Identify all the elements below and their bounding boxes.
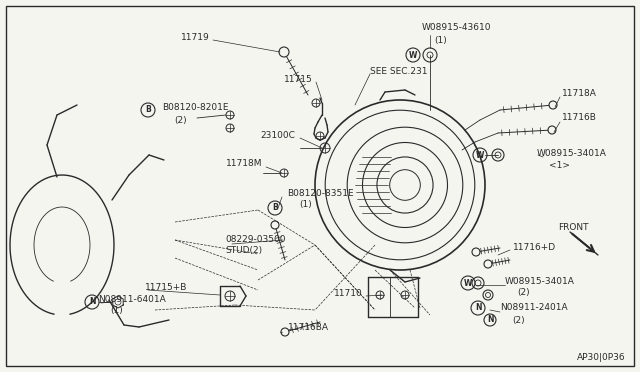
Text: (2): (2) xyxy=(517,289,530,298)
Text: (1): (1) xyxy=(110,307,123,315)
Text: 11716B: 11716B xyxy=(562,113,597,122)
Text: N08911-2401A: N08911-2401A xyxy=(500,304,568,312)
Text: W: W xyxy=(476,151,484,160)
Text: N: N xyxy=(475,304,481,312)
Text: AP30|0P36: AP30|0P36 xyxy=(577,353,626,362)
Text: 11718M: 11718M xyxy=(225,160,262,169)
Text: 11715+B: 11715+B xyxy=(145,282,188,292)
Text: W: W xyxy=(409,51,417,60)
Text: 23100C: 23100C xyxy=(260,131,295,141)
Text: (2): (2) xyxy=(512,315,525,324)
Text: 11715: 11715 xyxy=(284,76,313,84)
Text: W08915-3401A: W08915-3401A xyxy=(537,148,607,157)
Text: B08120-8351E: B08120-8351E xyxy=(287,189,354,198)
Text: 11716BA: 11716BA xyxy=(288,324,329,333)
Text: (1): (1) xyxy=(299,201,312,209)
Text: W08915-3401A: W08915-3401A xyxy=(505,276,575,285)
Text: B08120-8201E: B08120-8201E xyxy=(162,103,228,112)
Text: N: N xyxy=(487,315,493,324)
Text: 08229-03500: 08229-03500 xyxy=(225,235,285,244)
Text: N: N xyxy=(89,298,95,307)
Text: 11716+D: 11716+D xyxy=(513,243,556,251)
Text: STUD(2): STUD(2) xyxy=(225,247,262,256)
Text: 11719: 11719 xyxy=(181,33,210,42)
Text: B: B xyxy=(145,106,151,115)
Text: 11710: 11710 xyxy=(334,289,363,298)
Text: N08911-6401A: N08911-6401A xyxy=(98,295,166,304)
Text: W08915-43610: W08915-43610 xyxy=(422,22,492,32)
Text: <1>: <1> xyxy=(549,160,570,170)
Text: (2): (2) xyxy=(174,115,187,125)
Text: SEE SEC.231: SEE SEC.231 xyxy=(370,67,428,77)
Text: W: W xyxy=(464,279,472,288)
Text: (1): (1) xyxy=(434,35,447,45)
Text: FRONT: FRONT xyxy=(558,224,589,232)
Text: B: B xyxy=(272,203,278,212)
Text: 11718A: 11718A xyxy=(562,89,597,97)
